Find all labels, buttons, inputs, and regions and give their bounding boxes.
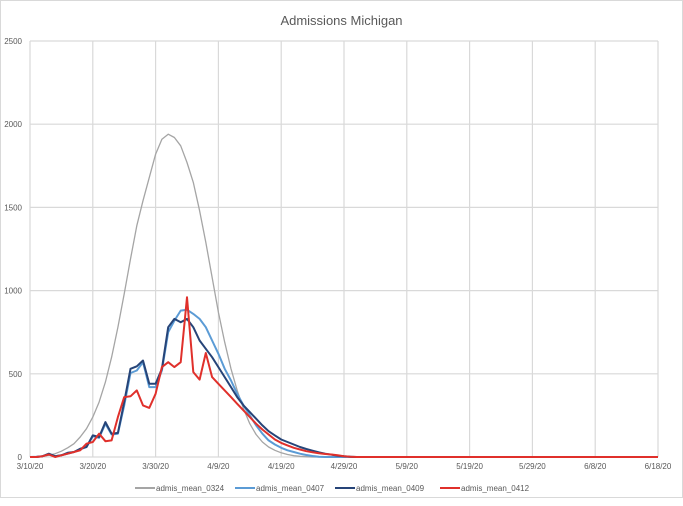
legend-label: admis_mean_0412 [461, 484, 530, 493]
series-line-admis_mean_0324 [29, 133, 357, 458]
y-tick-label: 1500 [4, 203, 22, 212]
legend-label: admis_mean_0409 [356, 484, 425, 493]
y-tick-label: 500 [9, 370, 23, 379]
x-tick-label: 5/9/20 [396, 462, 419, 471]
legend-label: admis_mean_0324 [156, 484, 225, 493]
y-tick-label: 2500 [4, 37, 22, 46]
x-tick-label: 6/18/20 [645, 462, 672, 471]
x-tick-label: 3/10/20 [17, 462, 44, 471]
y-tick-label: 0 [18, 453, 23, 462]
chart-title: Admissions Michigan [280, 13, 403, 28]
x-tick-label: 6/8/20 [584, 462, 607, 471]
x-tick-label: 5/19/20 [456, 462, 483, 471]
y-tick-label: 2000 [4, 120, 22, 129]
x-tick-label: 4/19/20 [268, 462, 295, 471]
series-line-admis_mean_0412 [30, 296, 658, 458]
x-tick-label: 3/20/20 [79, 462, 106, 471]
x-tick-label: 4/29/20 [331, 462, 358, 471]
series-line-admis_mean_0409 [30, 317, 357, 458]
series-line-admis_mean_0407 [29, 308, 357, 458]
y-tick-label: 1000 [4, 287, 22, 296]
legend-label: admis_mean_0407 [256, 484, 325, 493]
x-tick-label: 5/29/20 [519, 462, 546, 471]
x-tick-label: 3/30/20 [142, 462, 169, 471]
x-tick-label: 4/9/20 [207, 462, 230, 471]
